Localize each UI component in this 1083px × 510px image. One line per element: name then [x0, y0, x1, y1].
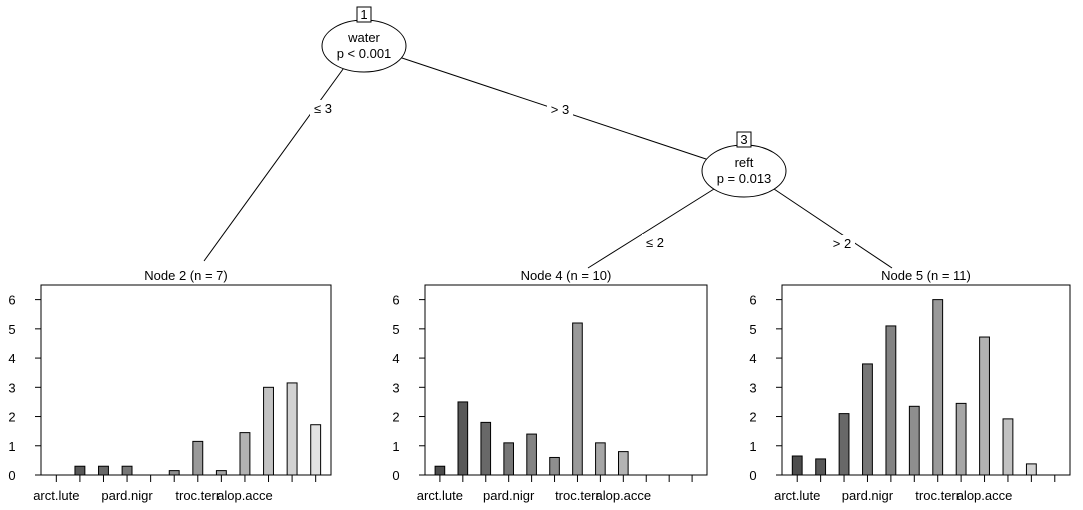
- panel-title: Node 5 (n = 11): [881, 268, 971, 283]
- bar: [215, 470, 227, 476]
- bar: [618, 451, 629, 476]
- y-tick-label: 5: [8, 322, 15, 337]
- bar: [286, 382, 298, 476]
- x-tick-label: pard.nigr: [483, 488, 535, 503]
- bar: [932, 299, 944, 476]
- bar: [457, 401, 469, 476]
- node-variable: water: [347, 30, 380, 45]
- bar: [791, 455, 803, 476]
- x-tick-label: troc.terr: [555, 488, 600, 503]
- x-tick-label: alop.acce: [957, 488, 1013, 503]
- y-tick-label: 1: [749, 439, 756, 454]
- node-id-box: [736, 131, 752, 148]
- y-tick-label: 2: [392, 410, 399, 425]
- bar: [526, 433, 537, 476]
- x-tick-label: pard.nigr: [101, 488, 153, 503]
- y-tick-label: 3: [8, 380, 15, 395]
- bar: [434, 465, 446, 476]
- edge-label-background: [547, 101, 573, 117]
- x-tick-label: arct.lute: [33, 488, 79, 503]
- terminal-node-panels: Node 2 (n = 7) 0 1 2 3 4 5 6 arct.lute pard.nigr t…: [8, 268, 1071, 503]
- y-tick-label: 4: [392, 351, 399, 366]
- panel-frame: [781, 284, 1071, 476]
- y-tick-label: 3: [749, 380, 756, 395]
- bar: [168, 470, 180, 476]
- x-tick-label: arct.lute: [774, 488, 820, 503]
- y-tick-label: 0: [392, 468, 399, 483]
- x-tick-label: alop.acce: [217, 488, 273, 503]
- tree-edges: ≤ 3 > 3 ≤ 2 > 2: [203, 56, 893, 269]
- panel-frame: [424, 284, 708, 476]
- y-tick-label: 1: [8, 439, 15, 454]
- x-tick-label: pard.nigr: [842, 488, 894, 503]
- bar: [572, 322, 583, 476]
- x-tick-label: arct.lute: [417, 488, 463, 503]
- edge-label-background: [642, 234, 668, 250]
- node-id: 1: [360, 7, 367, 22]
- bar: [192, 440, 204, 476]
- edge-label: ≤ 2: [646, 235, 664, 250]
- y-tick-label: 6: [749, 293, 756, 308]
- bar: [480, 421, 492, 476]
- terminal-node-panel-2: Node 4 (n = 10) 0 1 2 3 4 5 6 arct.lute pard.nigr…: [392, 268, 708, 503]
- bar: [549, 456, 560, 476]
- bar: [815, 458, 827, 476]
- bar: [979, 336, 990, 476]
- y-tick-label: 6: [392, 293, 399, 308]
- y-tick-label: 4: [749, 351, 756, 366]
- node-id-box: [356, 6, 372, 23]
- x-tick-label: troc.terr: [915, 488, 960, 503]
- bar: [908, 405, 920, 476]
- y-tick-label: 1: [392, 439, 399, 454]
- x-tick-label: troc.terr: [175, 488, 220, 503]
- node-id: 3: [740, 132, 747, 147]
- y-tick-label: 2: [8, 410, 15, 425]
- bar: [955, 402, 967, 476]
- edge-label: > 3: [551, 102, 569, 117]
- y-tick-label: 5: [749, 322, 756, 337]
- y-tick-label: 5: [392, 322, 399, 337]
- edge-label-background: [829, 235, 855, 251]
- node-pvalue: p = 0.013: [717, 171, 772, 186]
- panel-title: Node 2 (n = 7): [144, 268, 227, 283]
- bar: [838, 413, 850, 476]
- y-tick-label: 3: [392, 380, 399, 395]
- bar: [239, 432, 251, 476]
- edge-label: > 2: [833, 236, 851, 251]
- bar: [862, 363, 873, 476]
- edge-label: ≤ 3: [314, 101, 332, 116]
- x-tick-label: alop.acce: [595, 488, 651, 503]
- edge-1-2: [203, 64, 347, 262]
- bar: [885, 325, 897, 476]
- y-tick-label: 0: [8, 468, 15, 483]
- terminal-node-panel-1: Node 2 (n = 7) 0 1 2 3 4 5 6 arct.lute pard.nigr t…: [8, 268, 332, 503]
- bar: [263, 386, 274, 476]
- y-tick-label: 6: [8, 293, 15, 308]
- bar: [1002, 418, 1014, 476]
- edge-label-background: [310, 100, 336, 116]
- bar: [121, 465, 133, 476]
- node-variable: reft: [735, 155, 754, 170]
- bar: [595, 442, 606, 476]
- panel-title: Node 4 (n = 10): [521, 268, 612, 283]
- node-pvalue: p < 0.001: [337, 46, 392, 61]
- bar: [98, 465, 109, 476]
- terminal-node-panel-3: Node 5 (n = 11) 0 1 2 3 4 5 6 arct.lute pard.nigr…: [749, 268, 1071, 503]
- bar: [1025, 463, 1037, 476]
- edge-3-4: [587, 188, 715, 269]
- bar: [503, 442, 514, 476]
- y-tick-label: 2: [749, 410, 756, 425]
- y-tick-label: 4: [8, 351, 15, 366]
- bar: [310, 424, 322, 476]
- edge-3-5: [773, 188, 893, 269]
- bar: [74, 465, 86, 476]
- panel-frame: [40, 284, 332, 476]
- y-tick-label: 0: [749, 468, 756, 483]
